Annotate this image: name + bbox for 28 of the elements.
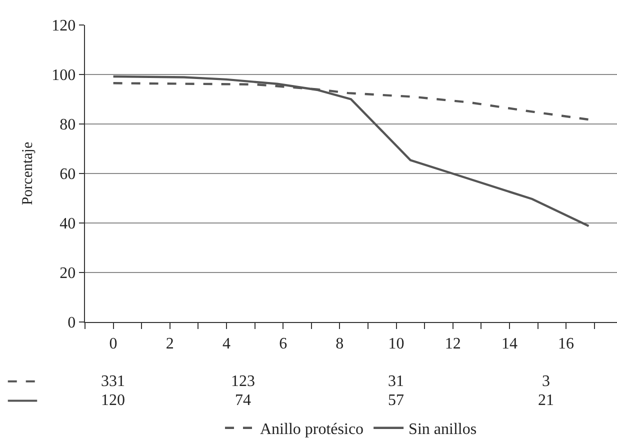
text: 74 [235,392,251,409]
y-tick-label: 60 [60,166,76,184]
y-axis-title: Porcentaje [20,142,36,206]
y-tick-label: 80 [60,116,76,134]
text: 21 [538,392,554,409]
x-tick-label: 4 [222,335,230,352]
x-tick-label: 8 [336,335,344,352]
text: 31 [388,373,404,390]
x-tick-label: 0 [109,335,118,352]
x-tick-label: 14 [501,335,518,352]
text: 57 [388,392,404,409]
x-tick-label: 2 [166,335,174,352]
y-tick-label: 120 [52,18,76,35]
text: 3 [542,373,550,390]
legend-label: Sin anillos [408,421,477,438]
x-tick-label: 6 [279,335,288,352]
line-series [112,75,590,228]
x-tick-label: 16 [558,335,574,352]
y-tick-label: 0 [68,314,76,332]
text: 123 [231,373,255,390]
x-tick-label: 10 [388,335,404,352]
text: 120 [101,392,125,409]
y-tick-label: 20 [60,265,76,282]
x-tick-label: 12 [444,335,461,352]
y-tick-label: 40 [60,216,76,233]
legend-label: Anillo protésico [260,421,364,438]
text: 331 [101,373,125,390]
y-tick-label: 100 [52,67,76,84]
